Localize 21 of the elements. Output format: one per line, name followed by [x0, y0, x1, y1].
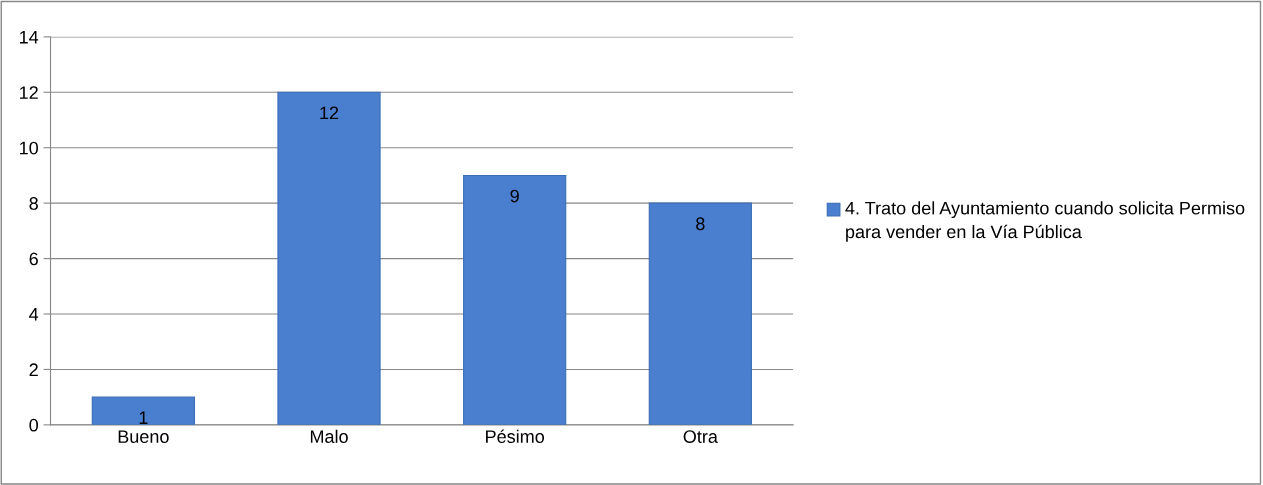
y-tick-label: 10 — [20, 141, 39, 155]
data-label: 12 — [320, 106, 339, 120]
bar — [277, 91, 381, 425]
bar — [91, 396, 195, 425]
bar — [648, 202, 752, 425]
y-tick-label: 2 — [29, 363, 38, 376]
data-label: 1 — [139, 411, 148, 424]
x-tick-label: Otra — [683, 430, 718, 443]
y-tick-label: 6 — [29, 252, 38, 266]
data-label: 8 — [696, 217, 705, 231]
data-label: 9 — [510, 189, 519, 203]
y-tick-label: 0 — [29, 418, 39, 432]
y-tick-label: 12 — [20, 86, 38, 99]
x-tick-label: Bueno — [118, 430, 169, 443]
y-tick-label: 4 — [29, 308, 39, 321]
x-tick-label: Malo — [310, 429, 348, 443]
legend-label: 4. Trato del Ayuntamiento cuando solicita Permiso para vender en la Vía Pública — [845, 201, 1245, 242]
y-tick-label: 14 — [20, 30, 39, 44]
x-tick-label: Pésimo — [486, 429, 545, 443]
bar — [463, 174, 567, 425]
y-tick-label: 8 — [29, 197, 38, 210]
